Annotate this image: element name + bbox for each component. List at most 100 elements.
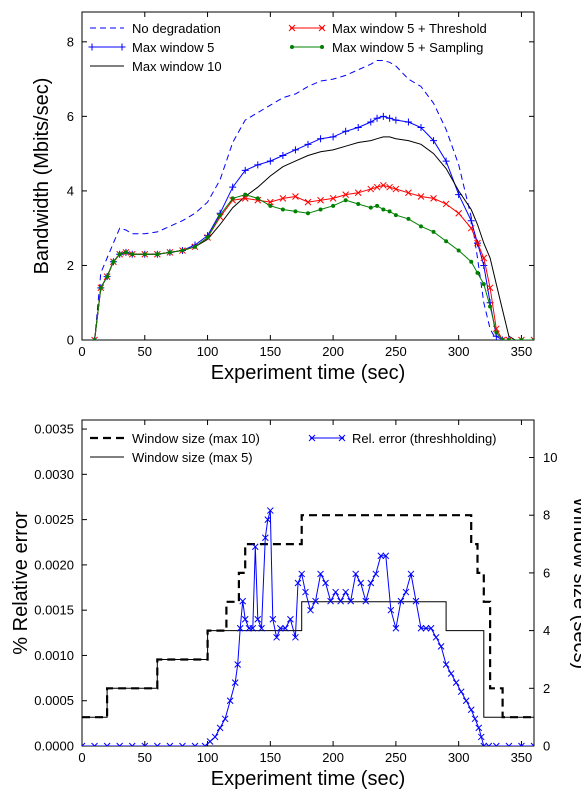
data-point <box>317 570 324 578</box>
data-point <box>117 252 122 257</box>
data-point <box>241 166 249 174</box>
y2-axis-label: Window size (secs) <box>569 497 581 669</box>
y-tick-label: 0.0005 <box>34 693 74 708</box>
data-point <box>430 137 438 145</box>
data-point <box>417 124 425 132</box>
data-point <box>486 284 494 292</box>
data-point <box>372 570 380 578</box>
data-point <box>236 624 244 632</box>
data-point <box>130 252 135 257</box>
data-point <box>492 742 500 746</box>
series-line-window-size-max-10 <box>82 514 534 719</box>
data-point <box>431 229 436 234</box>
data-point <box>368 205 373 210</box>
data-point <box>166 742 174 746</box>
data-point <box>306 211 310 216</box>
data-point <box>167 250 172 255</box>
legend-marker <box>118 43 126 51</box>
data-point <box>343 198 348 203</box>
x-tick-label: 150 <box>259 344 281 359</box>
data-point <box>382 552 390 560</box>
data-point <box>322 579 329 587</box>
y-tick-label: 8 <box>67 34 74 49</box>
legend-label: Rel. error (threshholding) <box>352 431 497 446</box>
x-tick-label: 300 <box>448 344 470 359</box>
data-point <box>230 196 235 201</box>
data-point <box>292 193 299 200</box>
legend-item-max-window-5-sampling: Max window 5 + Sampling <box>290 40 483 55</box>
y2-tick-label: 10 <box>543 450 557 465</box>
series-line-max-window-5 <box>94 115 534 340</box>
data-point <box>474 239 481 247</box>
data-point <box>255 196 260 201</box>
data-point <box>302 588 309 596</box>
y2-tick-label: 4 <box>543 623 550 638</box>
data-point <box>327 597 334 605</box>
legend-marker <box>308 434 316 442</box>
data-point <box>116 742 124 746</box>
data-point <box>294 579 302 587</box>
data-point <box>111 259 116 264</box>
data-point <box>475 270 480 275</box>
data-point <box>218 213 223 218</box>
data-point <box>379 112 387 120</box>
legend-marker <box>338 434 346 442</box>
data-point <box>239 597 247 605</box>
data-point <box>249 624 257 632</box>
data-point <box>392 185 400 193</box>
data-point <box>480 254 488 262</box>
data-point <box>205 235 210 240</box>
x-tick-label: 50 <box>138 750 152 765</box>
relative-error-chart: 0 50 100 150 200 250 300 3500.00000.00050.00100… <box>10 419 581 790</box>
data-point <box>505 336 513 340</box>
data-point <box>347 597 355 605</box>
data-point <box>492 325 500 333</box>
data-point <box>499 336 507 340</box>
data-point <box>407 570 415 578</box>
data-point <box>481 282 486 287</box>
data-point <box>419 224 423 229</box>
data-point <box>155 252 160 257</box>
data-point <box>417 624 425 632</box>
data-point <box>452 679 460 686</box>
data-point <box>519 338 524 340</box>
data-point <box>342 588 350 596</box>
data-point <box>128 742 136 746</box>
legend-label: Window size (max 10) <box>132 431 260 446</box>
data-point <box>342 127 350 135</box>
data-point <box>153 742 161 746</box>
data-point <box>105 274 110 279</box>
legend-label: No degradation <box>132 21 221 36</box>
data-point <box>103 742 111 746</box>
data-point <box>393 213 398 218</box>
data-point <box>480 742 488 746</box>
data-point <box>505 742 513 746</box>
data-point <box>280 207 285 212</box>
data-point <box>304 140 312 148</box>
data-point <box>342 191 350 198</box>
data-point <box>430 195 437 202</box>
x-tick-label: 100 <box>197 344 219 359</box>
data-point <box>485 742 493 746</box>
data-point <box>292 633 299 641</box>
y2-tick-label: 0 <box>543 739 550 754</box>
legend-label: Max window 10 <box>132 59 222 74</box>
x-tick-label: 50 <box>138 344 152 359</box>
y-tick-label: 2 <box>67 258 74 273</box>
data-point <box>455 209 463 217</box>
legend-item-rel-error-threshholding: Rel. error (threshholding) <box>308 431 497 446</box>
legend-item-max-window-5-threshold: Max window 5 + Threshold <box>288 21 487 36</box>
series-rel-error-threshholding <box>82 507 534 746</box>
x-tick-label: 250 <box>385 344 407 359</box>
y2-tick-label: 8 <box>543 508 550 523</box>
y-tick-label: 0.0010 <box>34 648 74 663</box>
series-no-degradation <box>94 60 534 340</box>
data-point <box>357 579 365 587</box>
data-point <box>381 207 386 212</box>
data-point <box>397 597 405 605</box>
legend: No degradation Max window 5 + Threshold Ma… <box>88 21 487 74</box>
data-point <box>258 624 265 632</box>
data-point <box>329 195 337 202</box>
data-point <box>354 124 362 132</box>
